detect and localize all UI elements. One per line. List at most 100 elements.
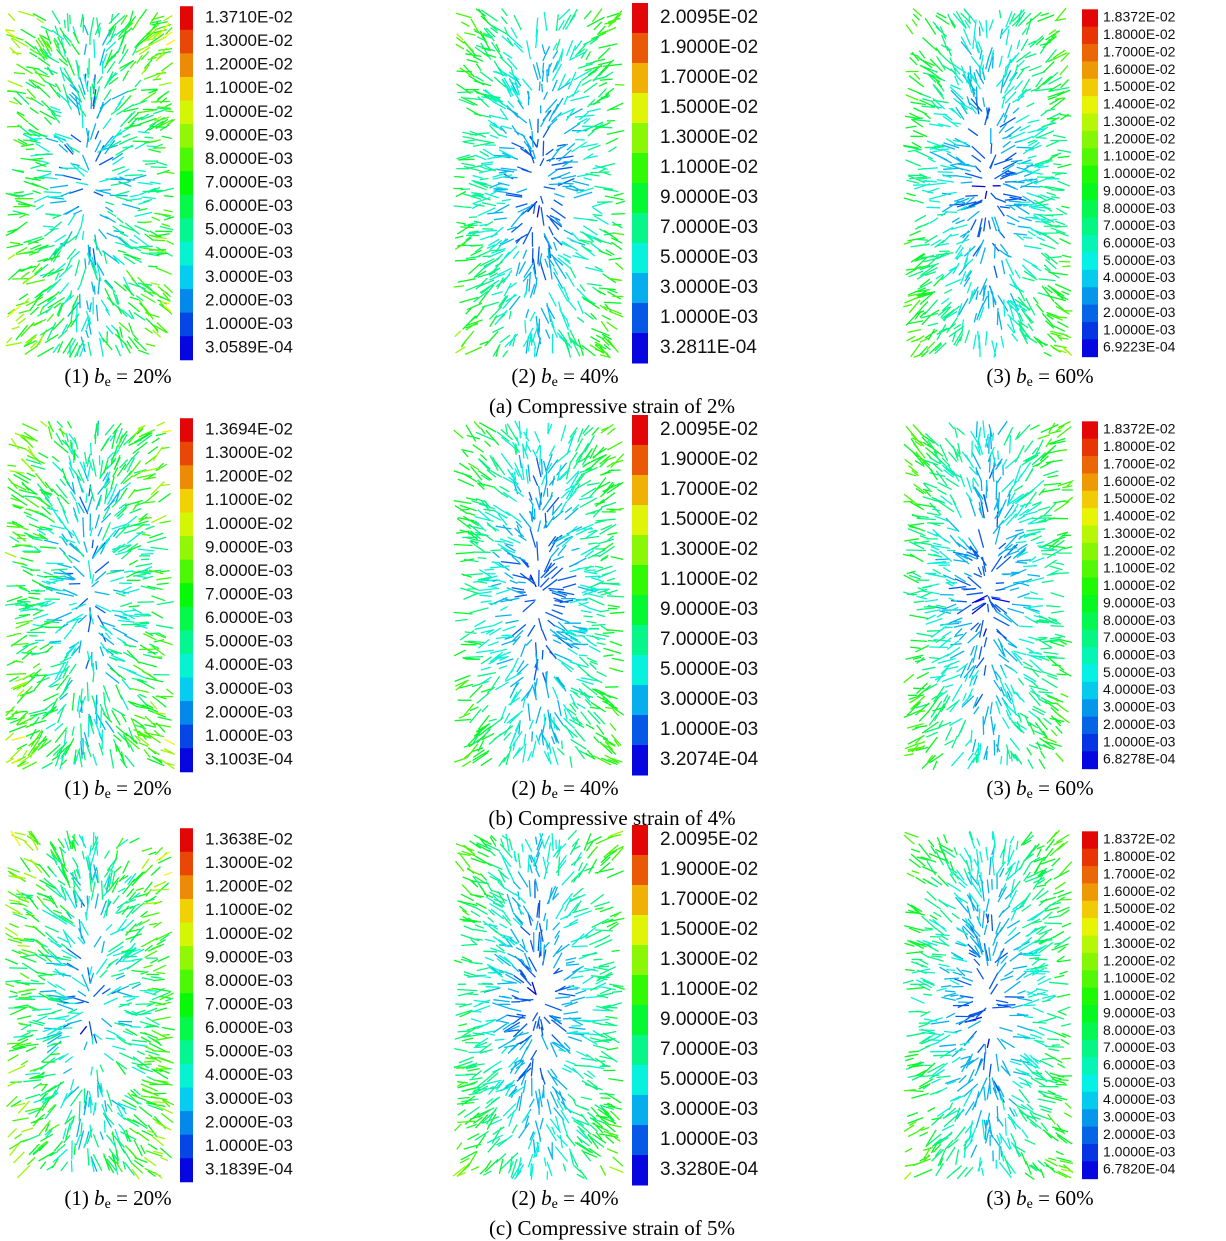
colorbar-band	[180, 1040, 193, 1065]
legend-label: 1.6000E-02	[1103, 61, 1176, 77]
colorbar-band	[180, 1016, 193, 1041]
colorbar-band	[180, 993, 193, 1018]
legend-label: 1.7000E-02	[1103, 455, 1176, 471]
legend-label: 1.1000E-02	[205, 490, 293, 509]
legend-label: 6.7820E-04	[1103, 1161, 1176, 1177]
caption-subscript: e	[105, 787, 111, 802]
caption-symbol: b	[94, 1186, 105, 1210]
colorbar-band	[180, 6, 193, 31]
caption-suffix: = 60%	[1033, 776, 1094, 800]
legend-label: 1.2000E-02	[205, 877, 293, 896]
legend-label: 3.0000E-03	[1103, 699, 1176, 715]
legend-label: 5.0000E-03	[205, 220, 293, 239]
colorbar-band	[632, 33, 648, 64]
row-caption: (c) Compressive strain of 5%	[489, 1216, 735, 1240]
legend-label: 4.0000E-03	[1103, 681, 1176, 697]
colorbar-band	[180, 922, 193, 947]
legend-label: 2.0095E-02	[660, 7, 758, 28]
colorbar-band	[632, 123, 648, 154]
vector-arrows	[453, 420, 625, 768]
colorbar-band	[1082, 235, 1098, 253]
legend-label: 9.0000E-03	[205, 537, 293, 556]
panel-caption: (1) be = 20%	[64, 776, 171, 802]
legend-label: 2.0095E-02	[660, 419, 758, 440]
vector-arrows	[453, 422, 625, 767]
caption-subscript: e	[105, 1197, 111, 1212]
colorbar-band	[632, 975, 648, 1006]
vector-arrows	[454, 33, 466, 354]
legend-label: 1.2000E-02	[1103, 130, 1176, 146]
colorbar-band	[180, 875, 193, 900]
legend-label: 1.5000E-02	[1103, 78, 1176, 94]
colorbar-band	[180, 559, 193, 584]
legend-label: 1.0000E-02	[205, 924, 293, 943]
legend-label: 3.1003E-04	[205, 749, 293, 768]
colorbar-band	[1082, 1126, 1098, 1145]
legend-label: 1.8000E-02	[1103, 438, 1176, 454]
legend-label: 8.0000E-03	[205, 971, 293, 990]
legend-label: 1.7000E-02	[1103, 43, 1176, 59]
vector-arrows	[5, 10, 173, 349]
legend-label: 1.6000E-02	[1103, 883, 1176, 899]
vector-arrows	[482, 453, 597, 750]
colorbar-band	[1082, 935, 1098, 954]
colorbar-band	[180, 336, 193, 361]
legend-label: 1.0000E-03	[205, 726, 293, 745]
caption-symbol: b	[541, 776, 552, 800]
panel-caption: (1) be = 20%	[64, 1186, 171, 1212]
colorbar-band	[1082, 681, 1098, 700]
legend-label: 1.3000E-02	[1103, 935, 1176, 951]
caption-prefix: (1)	[64, 1186, 94, 1210]
colorbar-band	[632, 183, 648, 214]
legend-label: 8.0000E-03	[205, 149, 293, 168]
panel-caption: (3) be = 60%	[986, 364, 1093, 390]
vector-arrows	[500, 457, 577, 686]
legend-label: 4.0000E-03	[1103, 269, 1176, 285]
legend-label: 1.0000E-02	[1103, 987, 1176, 1003]
colorbar-band	[632, 1065, 648, 1096]
colorbar-band	[632, 475, 648, 506]
legend-label: 1.0000E-02	[205, 102, 293, 121]
colorbar-band	[1082, 577, 1098, 596]
colorbar-band	[1082, 304, 1098, 323]
caption-subscript: e	[552, 787, 558, 802]
caption-subscript: e	[552, 1197, 558, 1212]
vector-arrows	[903, 420, 1074, 763]
colorbar-band	[180, 29, 193, 54]
vector-arrows	[903, 9, 1072, 355]
panel-caption: (3) be = 60%	[986, 776, 1093, 802]
legend-label: 1.8372E-02	[1103, 831, 1176, 847]
colorbar-band	[1082, 9, 1098, 28]
legend-label: 2.0000E-03	[1103, 304, 1176, 320]
colorbar-band	[632, 63, 648, 94]
legend-label: 4.0000E-03	[205, 655, 293, 674]
colorbar-band	[180, 312, 193, 337]
caption-suffix: = 60%	[1033, 364, 1094, 388]
colorbar-band	[632, 745, 648, 776]
colorbar-band	[1082, 96, 1098, 115]
legend-label: 6.0000E-03	[1103, 234, 1176, 250]
legend-label: 1.7000E-02	[660, 67, 758, 88]
colorbar-band	[180, 76, 193, 101]
caption-suffix: = 40%	[558, 364, 619, 388]
vector-arrows	[5, 8, 175, 358]
legend-label: 6.0000E-03	[1103, 1056, 1176, 1072]
colorbar-band	[632, 445, 648, 476]
legend-label: 9.0000E-03	[205, 125, 293, 144]
legend-label: 8.0000E-03	[1103, 200, 1176, 216]
colorbar-band	[632, 855, 648, 886]
legend-label: 1.9000E-02	[660, 859, 758, 880]
legend-label: 7.0000E-03	[660, 217, 758, 238]
legend-label: 1.4000E-02	[1103, 918, 1176, 934]
legend-label: 6.0000E-03	[205, 1018, 293, 1037]
legend-label: 1.5000E-02	[1103, 490, 1176, 506]
legend-label: 1.0000E-03	[660, 307, 758, 328]
legend-label: 1.0000E-03	[205, 314, 293, 333]
legend-label: 9.0000E-03	[660, 187, 758, 208]
colorbar-band	[1082, 733, 1098, 752]
vector-arrows	[971, 185, 1001, 200]
row-caption: (a) Compressive strain of 2%	[489, 394, 735, 418]
caption-prefix: (2)	[511, 364, 541, 388]
caption-suffix: = 20%	[111, 364, 172, 388]
vector-arrows	[467, 8, 610, 358]
